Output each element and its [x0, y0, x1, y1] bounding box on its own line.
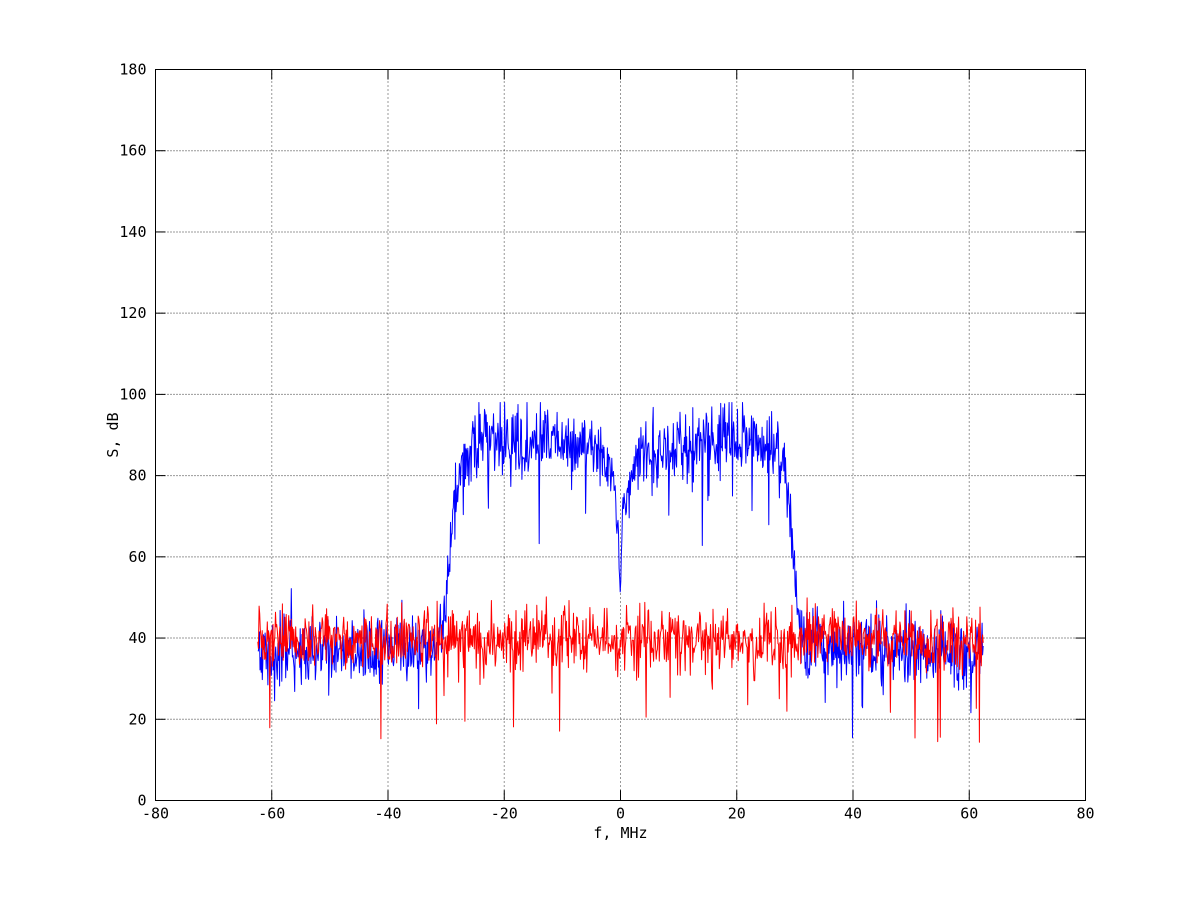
series-layer — [257, 402, 984, 743]
x-tick-label--80: -80 — [142, 805, 169, 823]
x-tick-label-0: 0 — [616, 805, 625, 823]
x-tick-label--20: -20 — [491, 805, 518, 823]
x-axis-label: f, MHz — [593, 824, 647, 842]
x-tick-label-60: 60 — [960, 805, 978, 823]
y-tick-label-120: 120 — [119, 304, 146, 322]
x-tick-label--40: -40 — [374, 805, 401, 823]
x-tick-label-80: 80 — [1076, 805, 1094, 823]
x-tick-label-40: 40 — [844, 805, 862, 823]
tick-label-layer: -80 -60 -40 -20 0 20 40 60 80 0 20 40 60 80 100 120 140 1… — [119, 61, 1094, 823]
y-tick-label-80: 80 — [128, 467, 146, 485]
y-tick-label-100: 100 — [119, 385, 146, 403]
y-tick-label-20: 20 — [128, 710, 146, 728]
y-axis-label: S, dB — [104, 412, 122, 457]
y-tick-label-140: 140 — [119, 223, 146, 241]
y-tick-label-0: 0 — [137, 792, 146, 810]
y-tick-label-160: 160 — [119, 142, 146, 160]
y-tick-label-60: 60 — [128, 548, 146, 566]
plot-frame — [155, 69, 1086, 801]
x-tick-label-20: 20 — [728, 805, 746, 823]
series-signal-spectrum-line — [257, 402, 984, 739]
y-tick-label-40: 40 — [128, 629, 146, 647]
series-noise-floor-line — [257, 596, 984, 743]
y-tick-label-180: 180 — [119, 61, 146, 79]
axis-layer — [155, 69, 1086, 801]
x-tick-label--60: -60 — [258, 805, 285, 823]
